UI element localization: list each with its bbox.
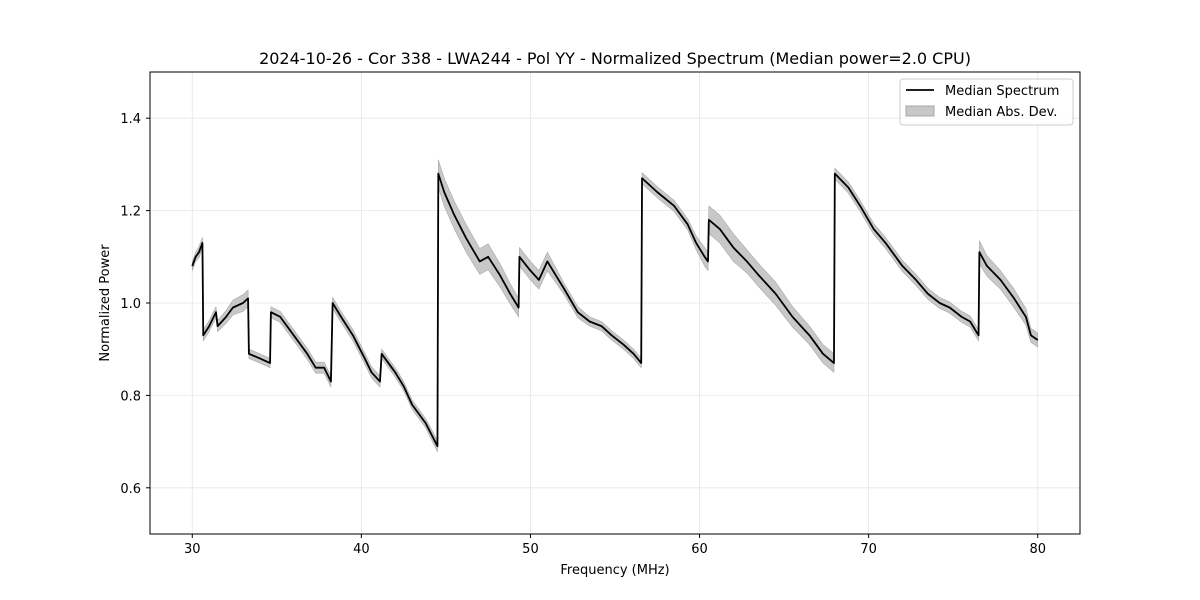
- plot-area: [191, 159, 1039, 452]
- legend-band-swatch: [905, 105, 935, 117]
- x-tick-label: 30: [184, 542, 201, 557]
- x-axis-label: Frequency (MHz): [560, 563, 669, 578]
- x-tick-label: 70: [860, 542, 877, 557]
- median-abs-dev-band: [191, 159, 1039, 452]
- legend: Median Spectrum Median Abs. Dev.: [899, 78, 1074, 126]
- y-tick-label: 0.8: [120, 389, 141, 404]
- y-axis-label: Normalized Power: [98, 244, 113, 362]
- y-tick-label: 1.2: [120, 205, 141, 220]
- x-tick-label: 40: [353, 542, 370, 557]
- x-axis: 30 40 50 60 70 80: [184, 534, 1046, 557]
- y-axis: 0.6 0.8 1.0 1.2 1.4: [120, 112, 150, 497]
- y-tick-label: 0.6: [120, 482, 141, 497]
- x-tick-label: 50: [522, 542, 539, 557]
- legend-label-median-spectrum: Median Spectrum: [945, 84, 1059, 99]
- legend-label-median-abs-dev: Median Abs. Dev.: [945, 105, 1057, 120]
- y-tick-label: 1.0: [120, 297, 141, 312]
- y-tick-label: 1.4: [120, 112, 141, 127]
- median-spectrum-line: [191, 172, 1039, 448]
- legend-box: [899, 78, 1074, 126]
- x-tick-label: 60: [691, 542, 708, 557]
- x-tick-label: 80: [1029, 542, 1046, 557]
- chart-title: 2024-10-26 - Cor 338 - LWA244 - Pol YY -…: [259, 49, 971, 68]
